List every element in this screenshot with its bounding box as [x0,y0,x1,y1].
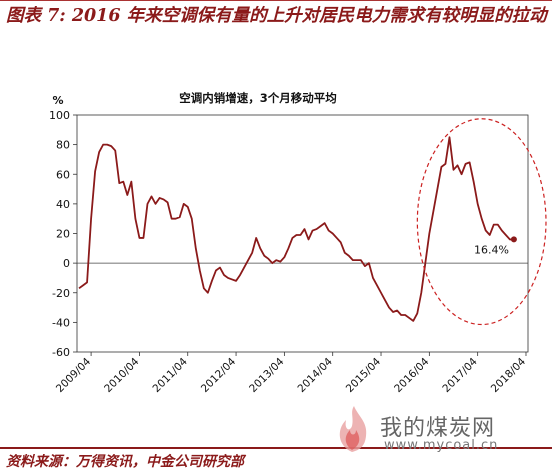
bottom-rule [0,447,552,449]
highlight-ellipse [416,118,547,326]
watermark: 我的煤炭网 www.mycoal.cn [330,400,550,460]
source-note: 资料来源：万得资讯，中金公司研究部 [6,454,244,470]
y-tick-label: 80 [56,139,70,152]
x-tick-label: 2017/04 [440,355,480,395]
x-tick-label: 2014/04 [295,355,335,395]
y-tick-label: 0 [63,257,70,270]
x-tick-label: 2016/04 [392,355,432,395]
plot-frame [76,114,529,353]
watermark-name: 我的煤炭网 [380,416,496,441]
y-axis-unit: % [52,94,63,107]
chart-title: 空调内销增速，3个月移动平均 [179,91,337,105]
y-tick-label: -20 [52,287,70,300]
watermark-url: www.mycoal.cn [384,438,499,453]
end-value-label: 16.4% [474,243,509,256]
x-tick-label: 2010/04 [102,355,142,395]
x-tick-label: 2009/04 [54,355,94,395]
x-tick-label: 2011/04 [151,355,191,395]
figure-title: 图表 7: 2016 年来空调保有量的上升对居民电力需求有较明显的拉动 [6,6,547,26]
y-tick-label: -60 [52,346,70,359]
flame-logo-icon [339,406,367,452]
x-tick-label: 2015/04 [344,355,384,395]
x-tick-label: 2018/04 [489,355,529,395]
y-tick-label: -40 [52,316,70,329]
x-tick-label: 2012/04 [199,355,239,395]
y-tick-label: 40 [56,198,70,211]
top-rule [0,0,552,1]
series-line [78,136,514,322]
y-tick-label: 20 [56,228,70,241]
y-tick-label: 60 [56,168,70,181]
y-tick-label: 100 [49,109,70,122]
x-tick-label: 2013/04 [247,355,287,395]
line-chart: 空调内销增速，3个月移动平均 % -60 -40 -20 0 20 40 60 80 100 2… [49,91,547,395]
end-point-marker [510,236,517,243]
